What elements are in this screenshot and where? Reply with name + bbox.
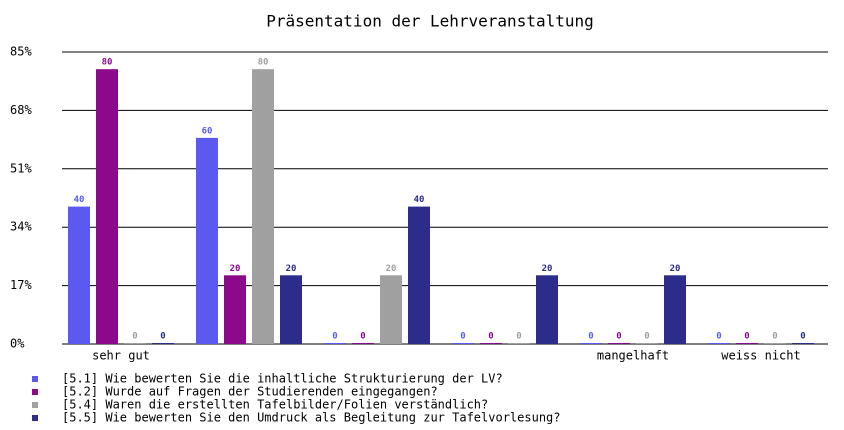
- value-label: 0: [488, 332, 493, 342]
- bar: [636, 343, 658, 344]
- bar: [536, 275, 558, 344]
- value-label: 0: [460, 332, 465, 342]
- bar: [452, 343, 474, 344]
- bar: [764, 343, 786, 344]
- bar: [252, 69, 274, 345]
- bar: [736, 343, 758, 344]
- chart-title: Präsentation der Lehrveranstaltung: [266, 12, 594, 31]
- y-tick-label: 51%: [10, 161, 32, 175]
- value-label: 0: [616, 332, 621, 342]
- legend-swatch: [32, 376, 38, 382]
- legend-swatch: [32, 415, 38, 421]
- value-label: 0: [800, 332, 805, 342]
- bar: [708, 343, 730, 344]
- y-tick-label: 17%: [10, 278, 32, 292]
- bar: [608, 343, 630, 344]
- bar: [324, 343, 346, 344]
- value-label: 0: [716, 332, 721, 342]
- legend-label: [5.1] Wie bewerten Sie die inhaltliche S…: [62, 372, 503, 386]
- bar: [352, 343, 374, 344]
- value-label: 0: [332, 332, 337, 342]
- bar: [224, 275, 246, 344]
- x-tick-label: mangelhaft: [597, 349, 669, 363]
- legend-label: [5.5] Wie bewerten Sie den Umdruck als B…: [62, 411, 561, 425]
- value-label: 20: [542, 264, 553, 274]
- value-label: 20: [230, 264, 241, 274]
- bar: [68, 206, 90, 344]
- bar: [152, 343, 174, 344]
- value-label: 80: [258, 58, 269, 68]
- value-label: 20: [386, 264, 397, 274]
- legend-swatch: [32, 389, 38, 395]
- y-tick-label: 34%: [10, 220, 32, 234]
- value-label: 0: [516, 332, 521, 342]
- value-label: 60: [202, 126, 213, 136]
- bar: [380, 275, 402, 344]
- value-label: 0: [588, 332, 593, 342]
- bar: [96, 69, 118, 345]
- bar: [480, 343, 502, 344]
- value-label: 0: [160, 332, 165, 342]
- bar: [124, 343, 146, 344]
- legend-swatch: [32, 402, 38, 408]
- legend-label: [5.4] Waren die erstellten Tafelbilder/F…: [62, 398, 488, 412]
- value-label: 40: [414, 195, 425, 205]
- bar: [196, 137, 218, 344]
- value-label: 0: [772, 332, 777, 342]
- y-tick-label: 0%: [10, 337, 25, 351]
- value-label: 0: [360, 332, 365, 342]
- bar: [280, 275, 302, 344]
- bar: [580, 343, 602, 344]
- value-label: 0: [644, 332, 649, 342]
- y-tick-label: 68%: [10, 103, 32, 117]
- bar: [508, 343, 530, 344]
- value-label: 80: [102, 58, 113, 68]
- bar: [792, 343, 814, 344]
- value-label: 0: [132, 332, 137, 342]
- bar: [664, 275, 686, 344]
- bar: [408, 206, 430, 344]
- value-label: 20: [670, 264, 681, 274]
- value-label: 40: [74, 195, 85, 205]
- x-tick-label: weiss nicht: [721, 349, 800, 363]
- x-tick-label: sehr gut: [92, 349, 150, 363]
- y-tick-label: 85%: [10, 45, 32, 59]
- legend-label: [5.2] Wurde auf Fragen der Studierenden …: [62, 385, 438, 399]
- value-label: 20: [286, 264, 297, 274]
- value-label: 0: [744, 332, 749, 342]
